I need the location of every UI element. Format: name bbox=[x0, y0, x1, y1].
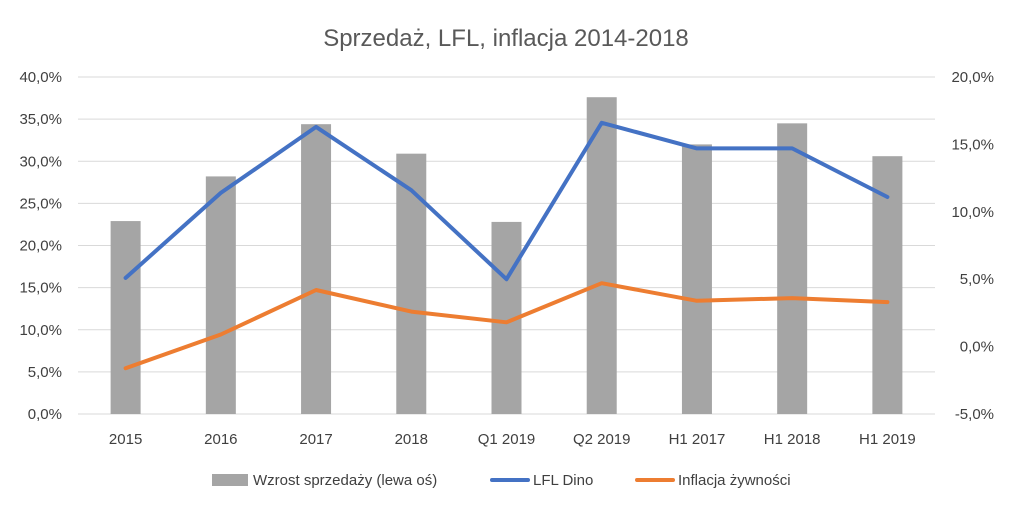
legend-swatch bbox=[212, 474, 248, 486]
right-axis: -5,0% 0,0% 5,0% 10,0% 15,0% 20,0% bbox=[951, 69, 994, 423]
x-axis: 2015 2016 2017 2018 Q1 2019 Q2 2019 H1 2017 H1 … bbox=[109, 431, 916, 448]
bar-series bbox=[110, 97, 903, 415]
x-axis-tick-label: 2016 bbox=[204, 431, 237, 448]
bar bbox=[205, 176, 236, 414]
x-axis-tick-label: Q2 2019 bbox=[573, 431, 631, 448]
left-axis-tick-label: 20,0% bbox=[19, 238, 62, 255]
bar bbox=[681, 144, 712, 414]
right-axis-tick-label: 15,0% bbox=[951, 136, 994, 153]
left-axis-tick-label: 40,0% bbox=[19, 69, 62, 86]
bar bbox=[110, 221, 141, 414]
x-axis-tick-label: 2015 bbox=[109, 431, 142, 448]
left-axis-tick-label: 30,0% bbox=[19, 153, 62, 170]
chart-title: Sprzedaż, LFL, inflacja 2014-2018 bbox=[323, 25, 689, 52]
legend-label: LFL Dino bbox=[533, 472, 593, 489]
right-axis-tick-label: 0,0% bbox=[960, 339, 994, 356]
right-axis-tick-label: 5,0% bbox=[960, 271, 994, 288]
right-axis-tick-label: 20,0% bbox=[951, 69, 994, 86]
x-axis-tick-label: 2018 bbox=[395, 431, 428, 448]
line-series bbox=[123, 120, 890, 371]
left-axis-tick-label: 25,0% bbox=[19, 195, 62, 212]
legend: Wzrost sprzedaży (lewa oś) LFL Dino Inflac… bbox=[212, 472, 791, 489]
x-axis-tick-label: H1 2019 bbox=[859, 431, 916, 448]
bar bbox=[301, 124, 332, 415]
x-axis-tick-label: 2017 bbox=[299, 431, 332, 448]
series-line bbox=[123, 281, 890, 371]
left-axis-tick-label: 35,0% bbox=[19, 111, 62, 128]
left-axis-tick-label: 10,0% bbox=[19, 322, 62, 339]
legend-label: Inflacja żywności bbox=[678, 472, 791, 489]
series-line bbox=[123, 120, 890, 282]
x-axis-tick-label: H1 2018 bbox=[764, 431, 821, 448]
legend-label: Wzrost sprzedaży (lewa oś) bbox=[253, 472, 437, 489]
right-axis-tick-label: 10,0% bbox=[951, 204, 994, 221]
bar bbox=[872, 156, 903, 414]
left-axis-tick-label: 0,0% bbox=[28, 406, 62, 423]
bar bbox=[777, 123, 808, 415]
left-axis: 0,0% 5,0% 10,0% 15,0% 20,0% 25,0% 30,0% 35,0% 40… bbox=[19, 69, 62, 423]
left-axis-tick-label: 15,0% bbox=[19, 280, 62, 297]
bar bbox=[586, 97, 617, 414]
x-axis-tick-label: H1 2017 bbox=[669, 431, 726, 448]
left-axis-tick-label: 5,0% bbox=[28, 364, 62, 381]
right-axis-tick-label: -5,0% bbox=[955, 406, 994, 423]
x-axis-tick-label: Q1 2019 bbox=[478, 431, 536, 448]
